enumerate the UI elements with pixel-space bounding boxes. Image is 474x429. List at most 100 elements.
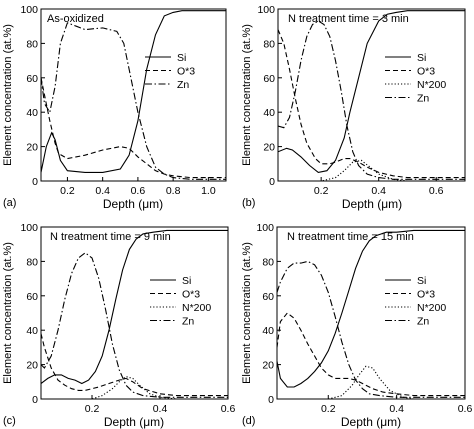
panel-c-legend-label: O*3 — [182, 289, 200, 301]
panel-b-ytick-label: 20 — [263, 142, 275, 154]
panel-d-ytick-label: 100 — [256, 222, 274, 234]
panel-c-tick-layer: 0 20 40 60 80 100 0.2 0.4 0.6 — [20, 222, 235, 415]
panel-b-ytick-label: 0 — [269, 176, 275, 188]
panel-a-plot-frame — [40, 8, 227, 182]
panel-c-plot-frame — [40, 226, 229, 400]
panel-d-title: N treatment time = 15 min — [287, 231, 414, 243]
panel-b-legend-label: Zn — [417, 93, 429, 105]
panel-b-series-n-200-line — [278, 159, 465, 181]
panel-c-xtick-label: 0.6 — [221, 403, 236, 415]
panel-d-ytick-label: 40 — [262, 325, 274, 337]
panel-a-xlabel: Depth (μm) — [103, 197, 163, 211]
panel-c-xtick-label: 0.2 — [85, 403, 100, 415]
panel-b-legend-label: O*3 — [417, 66, 435, 78]
panel-c-xlabel: Depth (μm) — [104, 415, 164, 429]
panel-c-ytick-label: 40 — [26, 325, 38, 337]
panel-b-series-o-3-line — [278, 29, 465, 179]
panel-d-xtick-label: 0.4 — [389, 403, 404, 415]
panel-d-series-n-200-line — [277, 365, 465, 399]
panel-d-ytick-label: 20 — [262, 360, 274, 372]
panel-c-letter: (c) — [3, 415, 16, 427]
panel-b-series-layer — [278, 10, 465, 181]
panel-a-legend: Si O*3Zn — [145, 52, 195, 91]
panel-b-legend-label: Si — [417, 52, 426, 64]
panel-d-legend: Si O*3N*200 Zn — [385, 275, 446, 328]
panel-b-xtick-label: 0.4 — [371, 185, 386, 197]
panel-c-series-zn-line — [41, 252, 228, 398]
panel-b-ytick-label: 60 — [263, 73, 275, 85]
panel-a-series-layer — [41, 10, 226, 180]
panel-a-ytick-label: 40 — [26, 107, 38, 119]
panel-a-tick-layer: 0 20 40 60 80 100 0.2 0.4 0.6 0.8 1.0 — [20, 4, 215, 197]
panel-c-xtick-label: 0.4 — [153, 403, 168, 415]
panel-b-ytick-label: 100 — [257, 4, 275, 16]
panel-c-series-n-200-line — [41, 375, 228, 399]
panel-b-legend-label: N*200 — [417, 79, 446, 91]
panel-a-legend-label: Si — [177, 52, 186, 64]
panel-b: 0 20 40 60 80 100 0.2 0.4 0.6 N treatment time =… — [241, 4, 466, 211]
panel-a-ytick-label: 80 — [26, 38, 38, 50]
panel-d-legend-label: Zn — [417, 316, 429, 328]
panel-a-ytick-label: 60 — [26, 73, 38, 85]
panel-c-ytick-label: 60 — [26, 291, 38, 303]
panel-c-series-layer — [41, 229, 228, 399]
panel-b-xlabel: Depth (μm) — [342, 197, 402, 211]
panel-a-ytick-label: 20 — [26, 142, 38, 154]
panel-c-ytick-label: 20 — [26, 360, 38, 372]
panel-a-ytick-label: 100 — [20, 4, 38, 16]
panel-d-ytick-label: 60 — [262, 291, 274, 303]
panel-d-legend-label: Si — [417, 275, 426, 287]
panel-d-legend-label: N*200 — [417, 302, 446, 314]
panel-a-series-si-line — [41, 10, 226, 173]
panel-b-legend: Si O*3N*200 Zn — [385, 52, 446, 105]
panel-a-series-zn-line — [41, 22, 226, 180]
panel-a-xtick-label: 0.8 — [166, 185, 181, 197]
panel-c-series-si-line — [41, 229, 228, 385]
panel-a-xtick-label: 0.2 — [60, 185, 75, 197]
panel-d: 0 20 40 60 80 100 0.2 0.4 0.6 N treatment time =… — [241, 222, 472, 429]
panel-d-ylabel: Element concentration (at.%) — [241, 242, 253, 384]
panel-c-legend: Si O*3N*200 Zn — [150, 275, 211, 328]
panel-d-series-layer — [277, 229, 465, 399]
panel-a-ylabel: Element concentration (at.%) — [2, 24, 14, 166]
panel-b-tick-layer: 0 20 40 60 80 100 0.2 0.4 0.6 — [257, 4, 443, 197]
panel-d-series-zn-line — [277, 260, 465, 398]
panel-c-legend-label: Zn — [182, 316, 194, 328]
panel-a-xtick-label: 1.0 — [201, 185, 216, 197]
panel-b-ytick-label: 40 — [263, 107, 275, 119]
panel-d-series-si-line — [277, 229, 465, 388]
panel-b-series-si-line — [278, 10, 465, 173]
panel-a-xtick-label: 0.4 — [95, 185, 110, 197]
panel-a-series-o-3-line — [41, 77, 226, 179]
panel-d-ytick-label: 0 — [268, 394, 274, 406]
panel-d-ytick-label: 80 — [262, 256, 274, 268]
panel-a-letter: (a) — [3, 197, 16, 209]
panel-c-ytick-label: 100 — [20, 222, 38, 234]
panel-a-xtick-label: 0.6 — [131, 185, 146, 197]
panel-d-xtick-label: 0.6 — [458, 403, 473, 415]
panel-d-tick-layer: 0 20 40 60 80 100 0.2 0.4 0.6 — [256, 222, 472, 415]
panel-d-series-o-3-line — [277, 312, 465, 397]
panel-b-plot-frame — [277, 8, 466, 182]
panel-a-legend-label: O*3 — [177, 66, 195, 78]
panel-c-ytick-label: 0 — [32, 394, 38, 406]
panel-c-legend-label: N*200 — [182, 302, 211, 314]
panel-a-legend-label: Zn — [177, 79, 189, 91]
panel-c-ylabel: Element concentration (at.%) — [2, 242, 14, 384]
panel-b-ytick-label: 80 — [263, 38, 275, 50]
panel-c-series-o-3-line — [41, 333, 228, 397]
panel-b-xtick-label: 0.6 — [429, 185, 444, 197]
panel-b-ylabel: Element concentration (at.%) — [241, 24, 253, 166]
panel-b-letter: (b) — [242, 197, 255, 209]
panel-b-series-zn-line — [278, 20, 465, 180]
panel-b-title: N treatment time = 3 min — [288, 13, 409, 25]
panel-c-title: N treatment time = 9 min — [50, 231, 171, 243]
panel-d-plot-frame — [276, 226, 466, 400]
panel-d-xlabel: Depth (μm) — [341, 415, 401, 429]
panel-a-title: As-oxidized — [47, 13, 104, 25]
panel-c: 0 20 40 60 80 100 0.2 0.4 0.6 N treatment time =… — [2, 222, 235, 429]
panel-a-ytick-label: 0 — [32, 176, 38, 188]
panel-c-legend-label: Si — [182, 275, 191, 287]
